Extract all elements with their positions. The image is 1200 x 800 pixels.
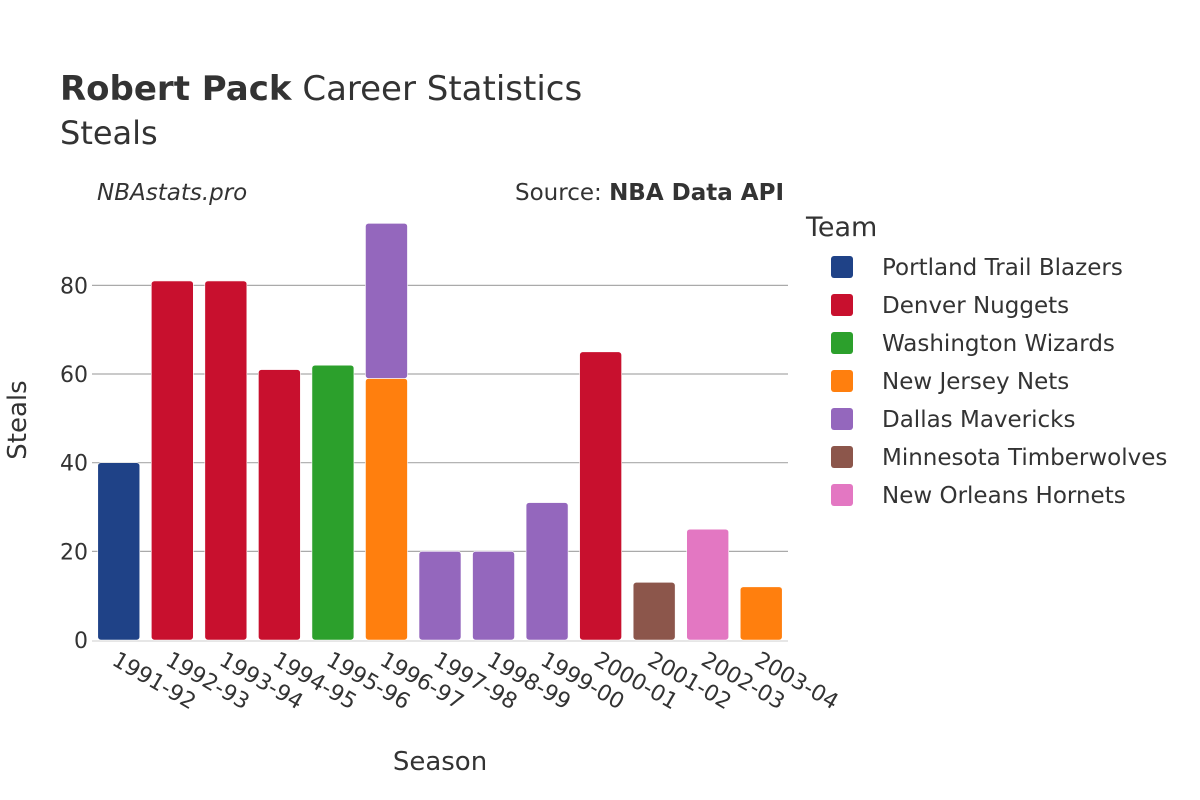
legend-swatch (831, 408, 853, 430)
y-tick-label: 80 (60, 274, 88, 299)
legend-title: Team (805, 212, 877, 243)
legend-swatch (831, 446, 853, 468)
legend-swatch (831, 332, 853, 354)
y-axis-label: Steals (3, 380, 33, 459)
source-name: NBA Data API (609, 180, 784, 206)
bar-segment (579, 351, 622, 641)
source-prefix: Source: (515, 180, 609, 206)
bar-segment (686, 528, 729, 641)
chart-title-rest: Career Statistics (302, 69, 582, 109)
y-tick-labels: 0 20 40 60 80 (60, 274, 88, 654)
bar-segment (365, 378, 408, 641)
legend-swatch (831, 370, 853, 392)
chart-title: Robert Pack Career Statistics (60, 69, 582, 109)
bar-segment (525, 502, 569, 641)
legend-swatch (831, 256, 853, 278)
legend-label: Washington Wizards (882, 331, 1115, 357)
bar-segment (365, 222, 408, 379)
chart-subtitle: Steals (60, 114, 158, 152)
chart-title-player: Robert Pack (60, 69, 293, 109)
legend-label: Denver Nuggets (882, 293, 1069, 319)
legend-swatch (831, 484, 853, 506)
x-axis-label: Season (393, 747, 487, 777)
legend: Portland Trail Blazers Denver Nuggets Wash… (831, 255, 1167, 509)
bar-segment (632, 582, 676, 641)
bar-segment (739, 586, 783, 641)
legend-swatch (831, 294, 853, 316)
bar-segment (472, 551, 515, 641)
legend-label: Minnesota Timberwolves (882, 445, 1167, 471)
x-tick-labels: 1991-921992-931993-941994-951995-961996-… (108, 648, 843, 716)
bar-segment (151, 280, 194, 641)
watermark: NBAstats.pro (97, 180, 247, 206)
y-tick-label: 60 (60, 363, 88, 388)
legend-label: New Jersey Nets (882, 369, 1069, 395)
bar-segment (258, 369, 301, 641)
bar-segment (97, 462, 141, 641)
y-tick-label: 0 (74, 629, 88, 654)
y-tick-label: 40 (60, 452, 88, 477)
bar-segment (311, 364, 355, 641)
bar-segment (204, 280, 248, 641)
source-label: Source: NBA Data API (515, 180, 784, 206)
legend-label: Portland Trail Blazers (882, 255, 1123, 281)
bar-segment (418, 551, 462, 641)
legend-label: Dallas Mavericks (882, 407, 1075, 433)
bars (97, 222, 783, 641)
y-tick-label: 20 (60, 540, 88, 565)
legend-label: New Orleans Hornets (882, 483, 1126, 509)
